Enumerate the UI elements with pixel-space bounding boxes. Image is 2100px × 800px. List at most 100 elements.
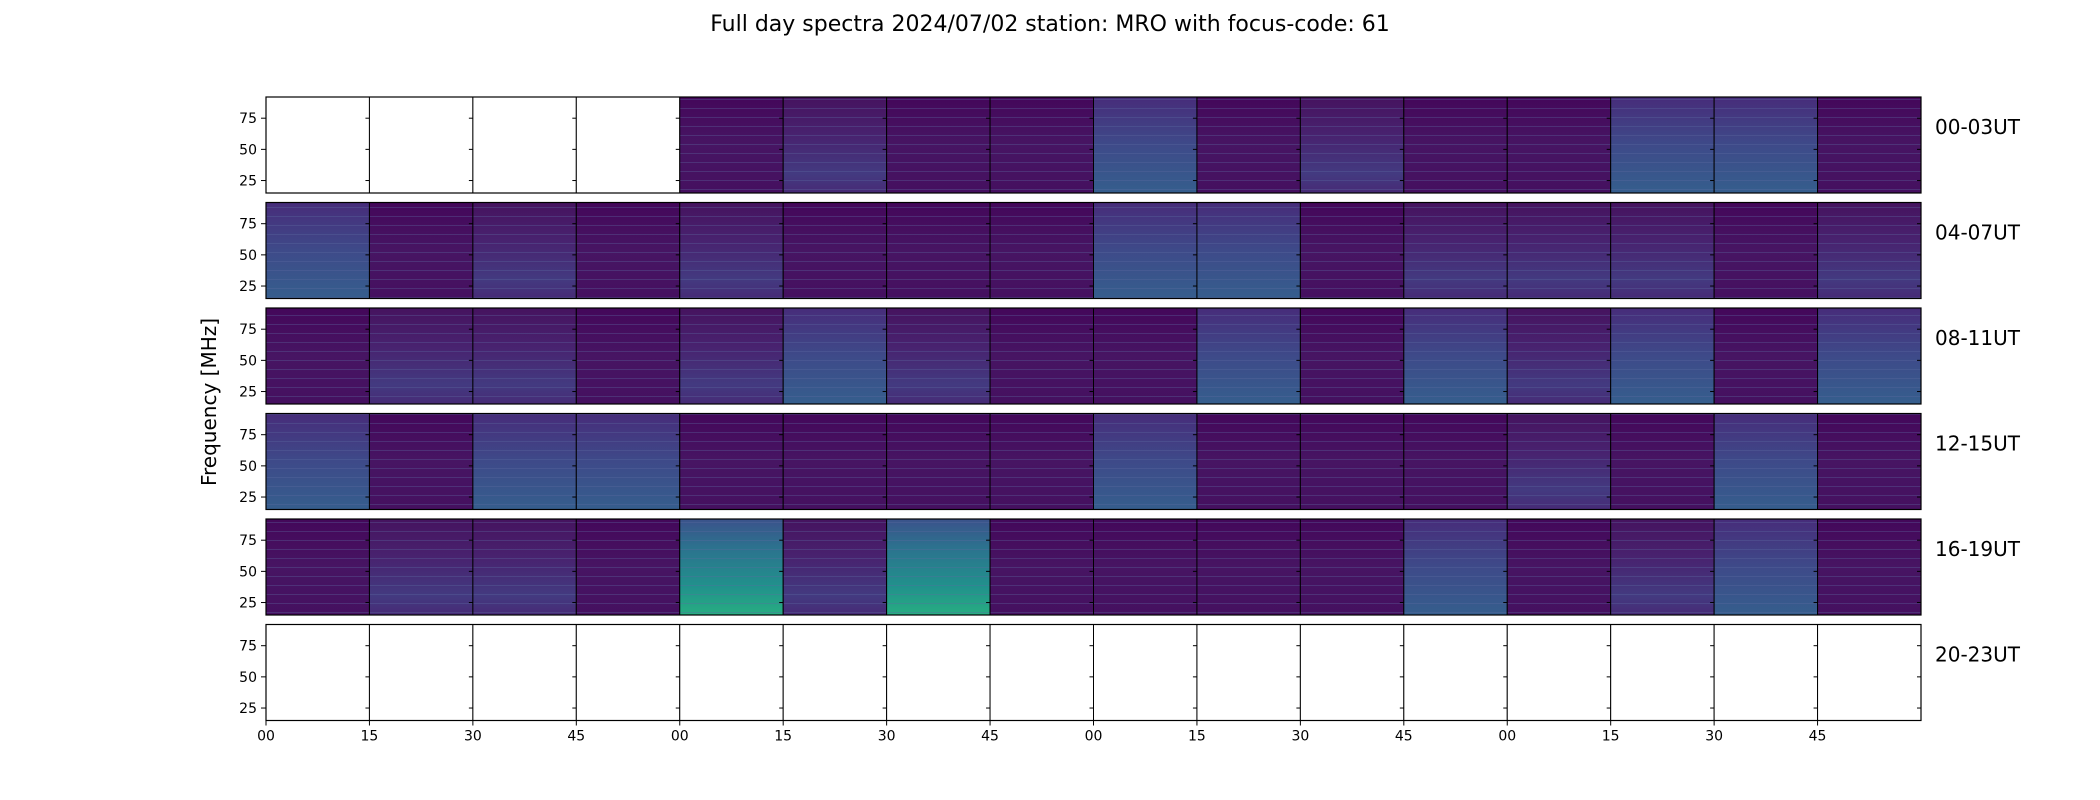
spectrum-panel: [1713, 624, 1819, 721]
spectrum-texture: [1196, 202, 1301, 299]
spectrum-texture: [1817, 97, 1921, 193]
spectrum-texture: [679, 413, 784, 510]
spectrum-panel: [1093, 413, 1198, 510]
spectrum-panel: [1093, 202, 1198, 299]
x-tick-label: 30: [464, 729, 482, 745]
spectrum-cell: [886, 624, 991, 721]
spectrum-texture: [1196, 97, 1301, 193]
x-tick-label: 30: [1291, 729, 1309, 745]
spectrum-panel: [1506, 96, 1612, 194]
y-tick-label: 50: [239, 142, 257, 158]
x-tick-label: 30: [878, 729, 896, 745]
spectrum-cell: [1610, 624, 1715, 721]
spectrum-texture: [886, 413, 991, 510]
y-tick-label: 25: [239, 490, 257, 506]
spectrum-texture: [783, 97, 887, 193]
spectrum-texture: [1403, 202, 1508, 299]
x-tick-label: 45: [567, 729, 585, 745]
spectrum-panel: [265, 307, 370, 405]
spectrum-panel: [782, 307, 888, 405]
spectrum-panel: [679, 202, 784, 299]
spectrum-cell: [990, 624, 1094, 721]
spectrum-texture: [679, 97, 784, 193]
spectrum-cell: [576, 624, 680, 721]
spectrum-texture: [1714, 519, 1818, 615]
spectrum-panel: [472, 96, 577, 194]
spectra-row-2: 25 50 75 08-11UT: [239, 307, 2021, 405]
row-frame: [265, 412, 1922, 511]
spectrum-texture: [1610, 97, 1715, 193]
y-tick-label: 25: [239, 385, 257, 401]
spectrum-panel: [472, 202, 577, 299]
spectrum-cell: [1300, 624, 1404, 721]
spectrum-cell: [1093, 624, 1197, 721]
spectrum-panel: [679, 96, 784, 194]
spectrum-panel: [886, 202, 991, 299]
spectrum-panel: [1196, 96, 1301, 194]
spectrum-panel: [782, 624, 888, 721]
row-label: 20-23UT: [1935, 643, 2021, 667]
spectrum-cell: [472, 624, 577, 721]
spectrum-panel: [1610, 518, 1715, 616]
spectrum-cell: [576, 97, 680, 193]
spectrum-texture: [1196, 413, 1301, 510]
spectrum-cell: [1403, 624, 1508, 721]
spectrum-texture: [1300, 97, 1404, 193]
row-label: 00-03UT: [1935, 115, 2021, 139]
y-tick-label: 25: [239, 174, 257, 190]
spectrum-panel: [1093, 307, 1198, 405]
spectrum-panel: [368, 96, 474, 194]
y-tick-label: 75: [239, 111, 257, 127]
spectrum-texture: [1300, 413, 1404, 510]
spectrum-panel: [575, 624, 681, 721]
spectra-row-1: 25 50 75 04-07UT: [239, 201, 2021, 300]
spectrum-texture: [783, 413, 887, 510]
spectrum-panel: [1403, 96, 1508, 194]
spectrum-panel: [1713, 202, 1819, 299]
spectrum-panel: [679, 307, 784, 405]
spectrum-texture: [369, 413, 473, 510]
spectra-row-0: 25 50 75 00-03UT: [239, 96, 2021, 194]
row-label: 04-07UT: [1935, 221, 2021, 245]
spectrum-panel: [1299, 518, 1405, 616]
spectrum-panel: [472, 518, 577, 616]
y-tick-label: 50: [239, 248, 257, 264]
row-frame: [265, 201, 1922, 300]
spectrum-panel: [1093, 624, 1198, 721]
y-tick-label: 25: [239, 279, 257, 295]
spectrum-panel: [989, 96, 1094, 194]
spectrum-texture: [1817, 202, 1921, 299]
spectrum-texture: [1403, 413, 1508, 510]
spectrum-cell: [1714, 624, 1818, 721]
spectrum-texture: [576, 202, 680, 299]
spectrum-texture: [1714, 202, 1818, 299]
spectrum-texture: [1403, 308, 1508, 404]
spectrum-texture: [1403, 519, 1508, 615]
spectra-row-5: 25 50 75 20-23UT: [239, 623, 2021, 722]
spectrum-texture: [1610, 308, 1715, 404]
x-tick-label: 45: [981, 729, 999, 745]
spectrum-texture: [679, 202, 784, 299]
x-tick-label: 15: [361, 729, 379, 745]
spectrum-panel: [886, 307, 991, 405]
spectrum-panel: [1817, 518, 1922, 616]
spectrum-cell: [266, 624, 370, 721]
spectrum-panel: [368, 624, 474, 721]
spectrum-panel: [1817, 624, 1922, 721]
spectrum-texture: [1507, 413, 1611, 510]
spectrum-texture: [1714, 97, 1818, 193]
spectrum-texture: [472, 308, 577, 404]
chart-title: Full day spectra 2024/07/02 station: MRO…: [710, 12, 1390, 37]
spectrum-cell: [1817, 624, 1921, 721]
spectrum-texture: [1093, 97, 1197, 193]
spectrum-texture: [1610, 202, 1715, 299]
spectrum-panel: [1610, 624, 1715, 721]
y-tick-label: 75: [239, 533, 257, 549]
spectrum-texture: [1817, 308, 1921, 404]
spectrum-panel: [265, 624, 370, 721]
spectrum-panel: [575, 202, 681, 299]
spectrum-texture: [1610, 413, 1715, 510]
spectrum-panel: [1196, 624, 1301, 721]
spectrum-panel: [472, 624, 577, 721]
x-axis: 00 15 30 45 00 15 30 45 00 15 30 45 00 15 30 45: [257, 720, 1826, 745]
